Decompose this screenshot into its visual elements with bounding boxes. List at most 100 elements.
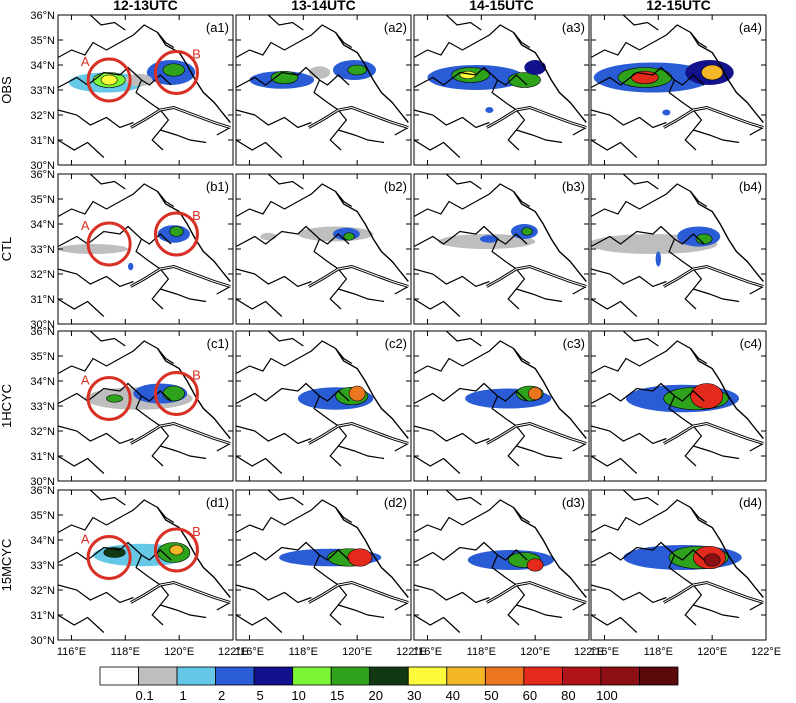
highlight-circle-a <box>86 57 132 103</box>
highlight-circle-b <box>153 527 199 573</box>
precip-cell <box>343 232 355 241</box>
circle-label: B <box>192 47 201 62</box>
province-boundary <box>236 268 312 288</box>
province-boundary <box>394 601 409 611</box>
province-boundary <box>313 395 348 467</box>
province-boundary <box>591 109 667 129</box>
colorbar-swatch <box>639 666 679 686</box>
province-boundary <box>622 331 659 347</box>
province-boundary <box>445 174 482 190</box>
lon-tick-label: 118°E <box>289 646 318 658</box>
province-boundary <box>236 225 350 248</box>
province-boundary <box>591 139 638 158</box>
province-boundary <box>591 584 667 604</box>
coastline <box>335 348 409 439</box>
lat-tick-label: 30°N <box>30 160 55 172</box>
circle-label: B <box>192 524 201 539</box>
province-boundary <box>58 614 105 633</box>
province-boundary <box>591 268 667 288</box>
yangtze-river-inner <box>663 422 764 444</box>
precip-cell <box>662 109 671 116</box>
coastline <box>335 191 409 282</box>
lat-tick-label: 31°N <box>30 451 55 463</box>
province-boundary <box>89 490 126 506</box>
row-label: 15MCYC <box>0 539 14 592</box>
yangtze-river-inner <box>130 265 231 287</box>
lat-tick-label: 32°N <box>30 426 55 438</box>
province-boundary <box>58 425 134 445</box>
province-boundary <box>414 382 528 405</box>
circle-label: A <box>81 54 90 69</box>
province-boundary <box>414 455 461 474</box>
map-panel: (b4) <box>590 173 767 325</box>
province-boundary <box>58 455 105 474</box>
province-boundary <box>622 490 659 506</box>
lon-tick-label: 122°E <box>396 646 426 658</box>
province-boundary <box>313 554 348 626</box>
lon-tick-label: 116°E <box>235 646 264 658</box>
lat-tick-label: 30°N <box>30 319 55 331</box>
yangtze-river-inner <box>130 106 231 128</box>
lon-tick-label: 118°E <box>644 646 673 658</box>
map-panel: (b1) 36°N 35°N 34°N 33°N 32°N 31°N 30°N <box>30 169 234 331</box>
column-title: 14-15UTC <box>469 0 534 13</box>
map-panel: (a3) <box>413 14 590 166</box>
province-boundary <box>445 15 482 31</box>
highlight-circle-a <box>86 535 132 580</box>
map-panel: (c2) <box>235 330 412 482</box>
lat-tick-label: 33°N <box>30 244 55 256</box>
precip-cell <box>526 558 544 572</box>
circle-label: B <box>192 368 201 383</box>
province-boundary <box>313 79 348 151</box>
province-boundary <box>749 285 764 295</box>
province-boundary <box>216 285 231 295</box>
lon-tick-label: 120°E <box>697 646 727 658</box>
province-boundary <box>216 442 231 452</box>
province-boundary <box>58 268 134 288</box>
colorbar-label: 40 <box>446 688 460 703</box>
circle-label: A <box>81 218 90 233</box>
precip-cell <box>690 383 724 409</box>
lat-tick-label: 36°N <box>30 485 55 497</box>
coastline <box>690 348 764 439</box>
coastline <box>513 507 587 598</box>
province-boundary <box>693 129 740 144</box>
colorbar-swatch <box>369 666 409 686</box>
coastline <box>690 191 764 282</box>
highlight-circle-b <box>153 371 199 416</box>
lat-tick-label: 35°N <box>30 194 55 206</box>
precip-cell <box>348 385 366 402</box>
lon-tick-label: 122°E <box>574 646 604 658</box>
colorbar-swatch <box>446 666 486 686</box>
province-boundary <box>491 238 526 310</box>
precip-cell <box>347 64 367 76</box>
panel-label: (a4) <box>739 20 762 35</box>
province-boundary <box>267 15 304 31</box>
precip-cell <box>701 64 724 81</box>
precip-cell <box>169 226 184 237</box>
province-boundary <box>414 66 528 89</box>
province-boundary <box>236 139 283 158</box>
yangtze-river-inner <box>486 106 587 128</box>
province-boundary <box>236 109 312 129</box>
map-panel: (a2) <box>235 14 412 166</box>
colorbar-label: 20 <box>368 688 382 703</box>
colorbar-label: 0.1 <box>135 688 153 703</box>
column-title: 13-14UTC <box>291 0 356 13</box>
map-panel: (b3) <box>413 173 590 325</box>
province-boundary <box>491 79 526 151</box>
panel-label: (c1) <box>207 336 229 351</box>
colorbar-swatch <box>600 666 640 686</box>
precip-cell <box>58 244 128 254</box>
province-boundary <box>516 288 563 303</box>
province-boundary <box>135 238 170 310</box>
panel-label: (d2) <box>384 495 407 510</box>
colorbar-label: 100 <box>596 688 618 703</box>
province-boundary <box>414 139 461 158</box>
province-boundary <box>749 442 764 452</box>
lat-tick-label: 32°N <box>30 269 55 281</box>
map-panel: (d4) 116°E 118°E 120°E 122°E <box>590 489 781 658</box>
precip-cell <box>507 72 541 88</box>
precip-cell <box>485 107 494 113</box>
